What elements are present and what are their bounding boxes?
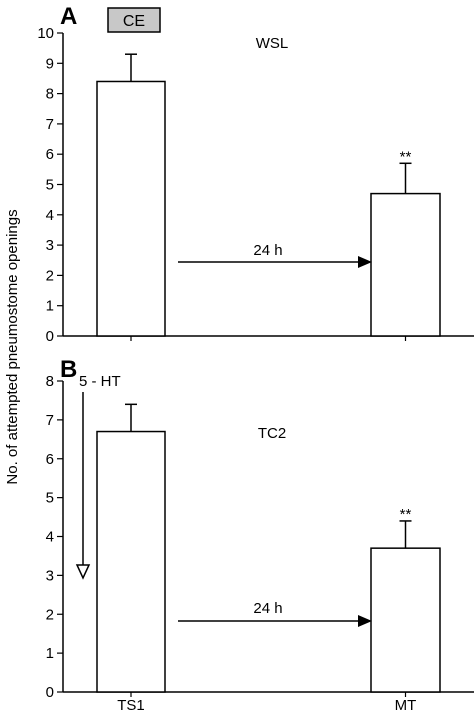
y-axis-label: No. of attempted pneumostome openings (4, 209, 21, 484)
panel-b-y-tick-label: 5 (46, 490, 54, 507)
panel-a-bar (96, 80, 166, 337)
panel-b-letter: B (60, 356, 77, 383)
panel-a-chart: 0 1 2 3 4 5 6 7 8 9 10 ** A CE WSL 24 h (37, 3, 474, 345)
panel-b-bar (370, 547, 441, 693)
panel-b-y-tick-label: 2 (46, 606, 54, 623)
panel-a-y-tick-label: 5 (46, 177, 54, 194)
panel-a-y-tick-label: 8 (46, 86, 54, 103)
panel-b-y-tick-label: 8 (46, 373, 54, 390)
panel-a-badge-label: CE (123, 13, 145, 30)
panel-b-group-label: TC2 (258, 425, 286, 442)
panel-b-y-tick-label: 0 (46, 684, 54, 701)
panel-b-arrow-head (358, 615, 372, 627)
panel-b-x-tick-label: MT (395, 697, 417, 714)
panel-b-bar (96, 430, 166, 693)
panel-b-significance-mark: ** (400, 506, 412, 523)
panel-b-x-tick-label: TS1 (117, 697, 145, 714)
panel-a-y-tick-label: 7 (46, 116, 54, 133)
panel-b-chart: 0 1 2 3 4 5 6 7 8 TS1 ** MT B TC2 24 h 5 - HT (46, 356, 474, 714)
panel-a-y-tick-label: 9 (46, 55, 54, 72)
panel-a-badge (107, 7, 161, 33)
panel-b-y-tick-label: 4 (46, 529, 54, 546)
panel-a-arrow-head (358, 256, 372, 268)
panel-a-group-label: WSL (256, 35, 289, 52)
panel-a-bar (370, 192, 441, 337)
panel-b-y-tick-label: 1 (46, 645, 54, 662)
panel-a-y-tick-label: 0 (46, 328, 54, 345)
panel-b-vertical-arrow-label: 5 - HT (79, 373, 121, 390)
panel-a-letter: A (60, 3, 77, 30)
panel-b-y-tick-label: 3 (46, 567, 54, 584)
panel-a-y-tick-label: 2 (46, 267, 54, 284)
panel-a-y-tick-label: 3 (46, 237, 54, 254)
panel-a-y-tick-label: 1 (46, 298, 54, 315)
panel-b-y-tick-label: 7 (46, 412, 54, 429)
panel-a-significance-mark: ** (400, 148, 412, 165)
panel-a-y-tick-label: 10 (37, 25, 54, 42)
panel-a-y-tick-label: 6 (46, 146, 54, 163)
panel-a-arrow-label: 24 h (253, 242, 282, 259)
panel-b-vertical-arrow-head (75, 564, 91, 580)
panel-b-arrow-label: 24 h (253, 600, 282, 617)
panel-a-y-tick-label: 4 (46, 207, 54, 224)
panel-b-y-tick-label: 6 (46, 451, 54, 468)
